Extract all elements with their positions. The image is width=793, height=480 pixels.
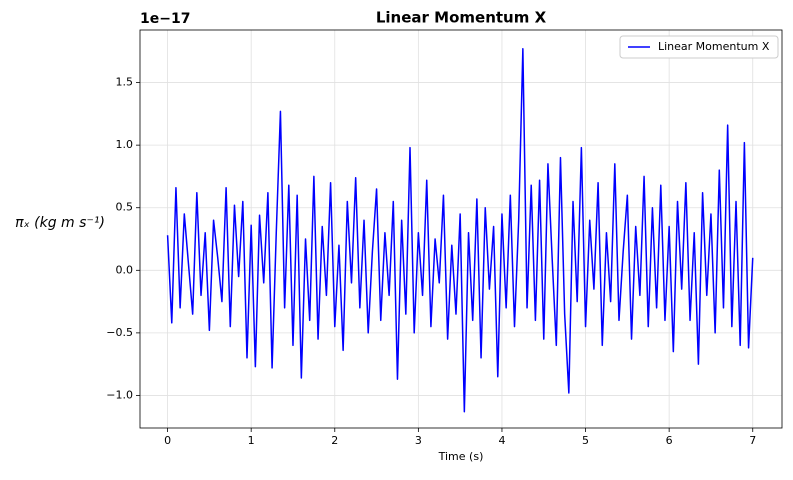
y-tick-label: 0.0: [116, 263, 134, 276]
x-tick-label: 1: [248, 434, 255, 447]
y-tick-label: −1.0: [106, 388, 133, 401]
plot-frame: [139, 29, 783, 429]
legend: Linear Momentum X: [619, 35, 779, 59]
x-tick-label: 3: [415, 434, 422, 447]
y-tick-label: −0.5: [106, 326, 133, 339]
y-tick-label: 0.5: [116, 201, 134, 214]
x-tick-label: 5: [582, 434, 589, 447]
x-tick-label: 2: [331, 434, 338, 447]
chart-title: Linear Momentum X: [376, 9, 547, 27]
y-tick-label: 1.5: [116, 76, 134, 89]
legend-label: Linear Momentum X: [658, 40, 770, 53]
x-tick-label: 6: [666, 434, 673, 447]
x-tick-label: 7: [749, 434, 756, 447]
x-axis-label: Time (s): [438, 450, 484, 463]
x-tick-label: 4: [498, 434, 505, 447]
x-tick-label: 0: [164, 434, 171, 447]
y-axis-label: πₓ (kg m s⁻¹): [15, 215, 105, 231]
y-tick-label: 1.0: [116, 138, 134, 151]
legend-box: [619, 35, 779, 59]
data-line: [166, 48, 754, 413]
offset-text: 1e−17: [140, 11, 190, 27]
